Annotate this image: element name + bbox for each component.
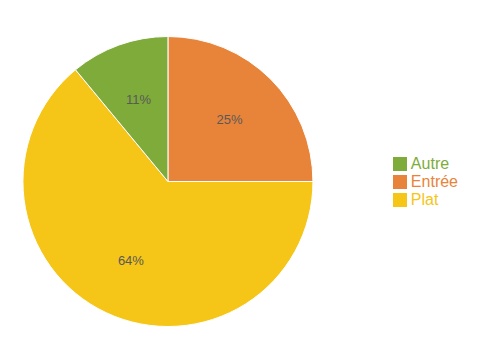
html-text:Plat: Plat xyxy=(410,190,439,208)
html-text:Entrée: Entrée xyxy=(410,172,458,190)
svg-text:11%: 11% xyxy=(126,92,151,107)
svg-text:64%: 64% xyxy=(118,253,144,268)
svg-text:25%: 25% xyxy=(216,112,242,127)
html-text:Autre: Autre xyxy=(410,154,450,172)
